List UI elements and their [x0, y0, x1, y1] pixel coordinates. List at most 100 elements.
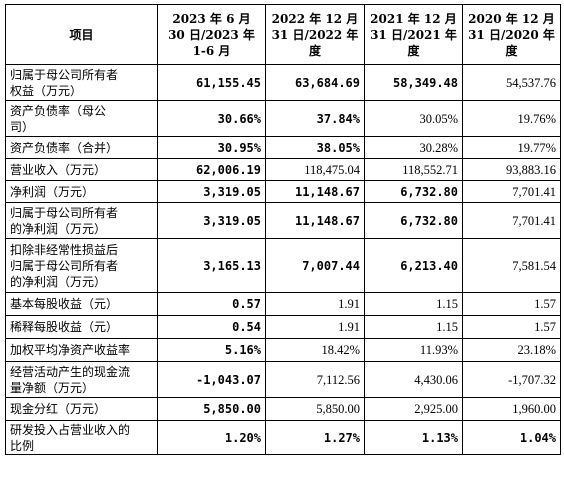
- value-cell: 0.57: [157, 292, 266, 316]
- value-cell: 1.57: [462, 315, 561, 339]
- value-cell: 54,537.76: [462, 64, 561, 101]
- table-row: 加权平均净资产收益率 5.16% 18.42% 11.93% 23.18%: [5, 338, 561, 362]
- value-cell: 23.18%: [462, 338, 561, 362]
- header-period-2021: 2021 年 12 月 31 日/2021 年 度: [364, 4, 463, 65]
- value-cell: 1.91: [265, 292, 365, 316]
- value-cell: 1.20%: [157, 420, 266, 455]
- row-label-line: 基本每股收益（元）: [10, 297, 119, 311]
- table-row: 现金分红（万元） 5,850.00 5,850.00 2,925.00 1,960.00: [5, 397, 561, 421]
- value-cell: 30.28%: [364, 136, 463, 159]
- header-line: 31 日/2020 年: [468, 27, 555, 42]
- row-label: 资产负债率（母公 司）: [5, 100, 158, 137]
- value-cell: 63,684.69: [265, 64, 365, 101]
- table-row: 归属于母公司所有者 的净利润（万元） 3,319.05 11,148.67 6,732.…: [5, 202, 561, 239]
- value-cell: 7,701.41: [462, 202, 561, 239]
- row-label-line: 归属于母公司所有者: [10, 205, 119, 220]
- row-label-line: 稀释每股收益（元）: [10, 320, 119, 334]
- header-period-2020: 2020 年 12 月 31 日/2020 年 度: [462, 4, 561, 65]
- financial-table: 项目 2023 年 6 月 30 日/2023 年 1-6 月 2022 年 1…: [5, 4, 561, 455]
- value-cell: 1.91: [265, 315, 365, 339]
- header-row: 项目 2023 年 6 月 30 日/2023 年 1-6 月 2022 年 1…: [5, 4, 561, 65]
- table-row: 经营活动产生的现金流 量净额（万元） -1,043.07 7,112.56 4,430.…: [5, 361, 561, 398]
- row-label-line: 净利润（万元）: [10, 184, 95, 199]
- row-label-line: 司）: [10, 119, 35, 134]
- value-cell: 1.57: [462, 292, 561, 316]
- row-label-line: 归属于母公司所有者: [10, 67, 119, 82]
- value-cell: 58,349.48: [364, 64, 463, 101]
- table-row: 研发投入占营业收入的 比例 1.20% 1.27% 1.13% 1.04%: [5, 420, 561, 455]
- value-cell: 118,552.71: [364, 158, 463, 181]
- value-cell: 62,006.19: [157, 158, 266, 181]
- table-row: 净利润（万元） 3,319.05 11,148.67 6,732.80 7,701.41: [5, 180, 561, 203]
- value-cell: 1.27%: [265, 420, 365, 455]
- header-item: 项目: [5, 4, 158, 65]
- row-label: 归属于母公司所有者 的净利润（万元）: [5, 202, 158, 239]
- header-line: 2022 年 12 月: [271, 11, 359, 26]
- value-cell: 1.15: [364, 315, 463, 339]
- value-cell: 7,112.56: [265, 361, 365, 398]
- row-label-line: 扣除非经常性损益后: [10, 242, 119, 257]
- value-cell: 11,148.67: [265, 202, 365, 239]
- header-line: 度: [505, 43, 518, 58]
- value-cell: -1,707.32: [462, 361, 561, 398]
- row-label-line: 量净额（万元）: [10, 380, 95, 395]
- value-cell: 30.95%: [157, 136, 266, 159]
- value-cell: 5.16%: [157, 338, 266, 362]
- header-period-2022: 2022 年 12 月 31 日/2022 年 度: [265, 4, 365, 65]
- value-cell: 1.13%: [364, 420, 463, 455]
- row-label: 加权平均净资产收益率: [5, 338, 158, 362]
- row-label: 资产负债率（合并）: [5, 136, 158, 159]
- row-label: 扣除非经常性损益后 归属于母公司所有者 的净利润（万元）: [5, 238, 158, 293]
- header-line: 2021 年 12 月: [370, 11, 457, 26]
- header-line: 1-6 月: [192, 43, 231, 58]
- value-cell: 37.84%: [265, 100, 365, 137]
- row-label-line: 归属于母公司所有者: [10, 258, 119, 273]
- header-line: 30 日/2023 年: [168, 27, 255, 42]
- value-cell: 5,850.00: [265, 397, 365, 421]
- value-cell: 6,732.80: [364, 202, 463, 239]
- table-row: 基本每股收益（元） 0.57 1.91 1.15 1.57: [5, 292, 561, 316]
- row-label: 稀释每股收益（元）: [5, 315, 158, 339]
- table-row: 资产负债率（合并） 30.95% 38.05% 30.28% 19.77%: [5, 136, 561, 159]
- value-cell: 4,430.06: [364, 361, 463, 398]
- row-label-line: 资产负债率（母公: [10, 103, 107, 118]
- value-cell: 2,925.00: [364, 397, 463, 421]
- row-label: 研发投入占营业收入的 比例: [5, 420, 158, 455]
- row-label: 经营活动产生的现金流 量净额（万元）: [5, 361, 158, 398]
- header-line: 2020 年 12 月: [468, 11, 555, 26]
- row-label-line: 经营活动产生的现金流: [10, 364, 131, 379]
- row-label: 营业收入（万元）: [5, 158, 158, 181]
- value-cell: 7,701.41: [462, 180, 561, 203]
- value-cell: 6,732.80: [364, 180, 463, 203]
- header-line: 度: [407, 43, 420, 58]
- value-cell: 7,581.54: [462, 238, 561, 293]
- value-cell: 38.05%: [265, 136, 365, 159]
- row-label-line: 的净利润（万元）: [10, 274, 107, 289]
- value-cell: 5,850.00: [157, 397, 266, 421]
- table-row: 营业收入（万元） 62,006.19 118,475.04 118,552.71 93,…: [5, 158, 561, 181]
- row-label-line: 营业收入（万元）: [10, 162, 107, 177]
- row-label-line: 资产负债率（合并）: [10, 140, 119, 155]
- row-label-line: 现金分红（万元）: [10, 402, 107, 416]
- row-label-line: 研发投入占营业收入的: [10, 422, 131, 437]
- row-label: 基本每股收益（元）: [5, 292, 158, 316]
- value-cell: 19.77%: [462, 136, 561, 159]
- value-cell: -1,043.07: [157, 361, 266, 398]
- value-cell: 30.05%: [364, 100, 463, 137]
- value-cell: 3,319.05: [157, 202, 266, 239]
- row-label: 现金分红（万元）: [5, 397, 158, 421]
- row-label-line: 加权平均净资产收益率: [10, 343, 131, 357]
- value-cell: 118,475.04: [265, 158, 365, 181]
- value-cell: 93,883.16: [462, 158, 561, 181]
- header-period-2023h1: 2023 年 6 月 30 日/2023 年 1-6 月: [157, 4, 266, 65]
- value-cell: 11.93%: [364, 338, 463, 362]
- row-label-line: 的净利润（万元）: [10, 221, 107, 236]
- header-line: 31 日/2022 年: [271, 27, 359, 42]
- value-cell: 3,165.13: [157, 238, 266, 293]
- table-row: 扣除非经常性损益后 归属于母公司所有者 的净利润（万元） 3,165.13 7,007.…: [5, 238, 561, 293]
- table-body: 归属于母公司所有者 权益（万元） 61,155.45 63,684.69 58,349.…: [5, 64, 561, 455]
- table-row: 资产负债率（母公 司） 30.66% 37.84% 30.05% 19.76%: [5, 100, 561, 137]
- value-cell: 11,148.67: [265, 180, 365, 203]
- value-cell: 6,213.40: [364, 238, 463, 293]
- value-cell: 18.42%: [265, 338, 365, 362]
